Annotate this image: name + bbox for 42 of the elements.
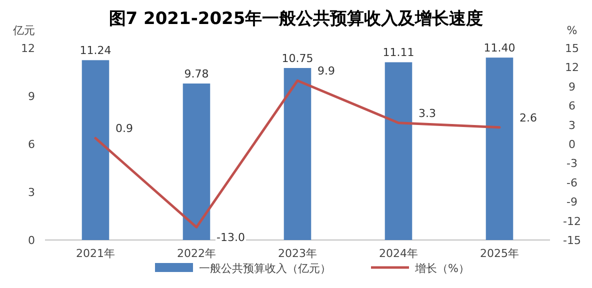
y-tick-label: 6: [28, 138, 35, 151]
y2-tick-label: 9: [568, 80, 576, 94]
y2-tick-label: 3: [568, 118, 576, 132]
bar: [182, 84, 210, 240]
y2-tick-label: -9: [566, 196, 578, 209]
y-tick-label: 9: [28, 90, 35, 103]
line-series: [94, 79, 501, 228]
x-tick-label: 2024年: [379, 247, 418, 260]
x-tick-label: 2025年: [480, 247, 519, 260]
bar: [284, 68, 312, 240]
data-label: -13.0: [216, 231, 245, 244]
bar: [82, 60, 110, 240]
data-label: 11.11: [382, 46, 414, 60]
data-label: 3.3: [418, 106, 436, 120]
data-label: 2.6: [520, 111, 537, 124]
y-tick-label: 0: [28, 234, 35, 247]
y2-tick-label: 12: [565, 61, 579, 74]
y2-axis-title: %: [566, 24, 578, 37]
data-label: 9.78: [184, 68, 209, 81]
y2-tick-label: -12: [563, 214, 581, 228]
x-tick-label: 2021年: [76, 247, 115, 260]
y2-tick-label: -15: [563, 234, 581, 247]
y-axis-title: 亿元: [12, 24, 35, 37]
data-label: 0.9: [116, 122, 133, 136]
x-tick-label: 2022年: [177, 247, 216, 260]
bar: [384, 62, 412, 240]
bar: [486, 58, 514, 240]
x-tick-label: 2023年: [278, 247, 317, 260]
data-label: 11.40: [484, 42, 516, 55]
data-label: 10.75: [282, 52, 314, 65]
data-label: 11.24: [80, 44, 112, 58]
y-tick-label: 3: [28, 186, 35, 199]
y2-tick-label: 0: [568, 138, 576, 151]
legend-label: 增长（%）: [414, 262, 470, 275]
y2-tick-label: -6: [566, 176, 578, 190]
legend-label: 一般公共预算收入（亿元）: [199, 262, 331, 275]
y2-tick-label: 15: [565, 42, 579, 55]
data-label: 9.9: [318, 64, 335, 78]
y2-tick-label: 6: [568, 100, 576, 113]
chart-title: 图7 2021-2025年一般公共预算收入及增长速度: [108, 9, 484, 29]
y2-tick-label: -3: [566, 157, 578, 170]
y-tick-label: 12: [21, 42, 35, 55]
